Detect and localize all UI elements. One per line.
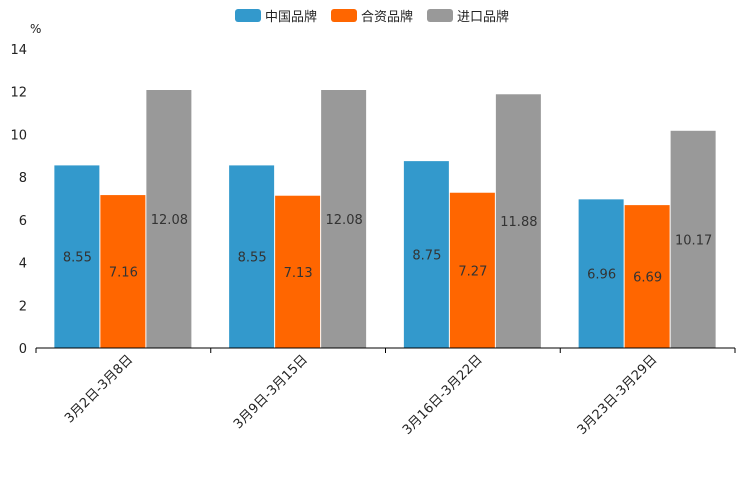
data-label: 10.17	[675, 233, 712, 248]
legend-swatch-china-brand	[234, 9, 261, 22]
y-axis-unit-label: %	[30, 22, 42, 36]
x-tick-label: 3月23日-3月29日	[575, 352, 661, 438]
bar-1-0	[229, 165, 275, 348]
legend-swatch-imported-brand	[427, 9, 453, 22]
bar-1-2	[321, 90, 367, 349]
legend-label-joint-venture-brand: 合资品牌	[360, 10, 413, 25]
data-label: 8.75	[412, 249, 441, 264]
y-tick-label: 8	[19, 171, 27, 186]
y-tick-label: 0	[19, 342, 27, 357]
data-label: 6.96	[587, 268, 616, 283]
y-tick-label: 4	[19, 257, 27, 272]
data-label: 7.27	[458, 264, 487, 279]
data-label: 7.13	[284, 266, 313, 281]
data-label: 12.08	[151, 213, 188, 228]
bar-0-0	[54, 165, 100, 348]
y-tick-label: 12	[10, 86, 27, 101]
legend-swatch-joint-venture-brand	[330, 9, 357, 22]
x-tick-label: 3月2日-3月8日	[62, 352, 136, 426]
bar-2-2	[495, 94, 541, 348]
x-tick-label: 3月9日-3月15日	[231, 352, 311, 432]
data-label: 8.55	[238, 251, 267, 266]
legend-item-imported-brand[interactable]: 进口品牌	[427, 6, 509, 25]
data-label: 6.69	[633, 271, 662, 286]
x-tick-label: 3月16日-3月22日	[400, 352, 486, 438]
legend-item-china-brand[interactable]: 中国品牌	[234, 6, 317, 25]
bar-3-1	[624, 205, 670, 348]
y-tick-label: 6	[19, 214, 27, 229]
data-label: 7.16	[109, 266, 138, 281]
y-tick-label: 2	[19, 299, 27, 314]
bar-0-1	[100, 195, 146, 348]
y-tick-label: 10	[10, 128, 27, 143]
bar-2-1	[449, 192, 495, 348]
data-label: 8.55	[63, 251, 92, 266]
legend-item-joint-venture-brand[interactable]: 合资品牌	[330, 6, 413, 25]
data-label: 12.08	[326, 213, 363, 228]
bar-3-2	[670, 130, 716, 348]
legend-label-imported-brand: 进口品牌	[457, 10, 510, 25]
bar-2-0	[403, 161, 449, 348]
data-label: 11.88	[500, 215, 537, 230]
bar-3-0	[578, 199, 624, 348]
bar-0-2	[146, 90, 192, 349]
bar-1-1	[275, 195, 321, 348]
legend: 中国品牌 合资品牌 进口品牌	[0, 6, 744, 25]
legend-label-china-brand: 中国品牌	[264, 10, 317, 25]
y-tick-label: 14	[10, 43, 27, 58]
